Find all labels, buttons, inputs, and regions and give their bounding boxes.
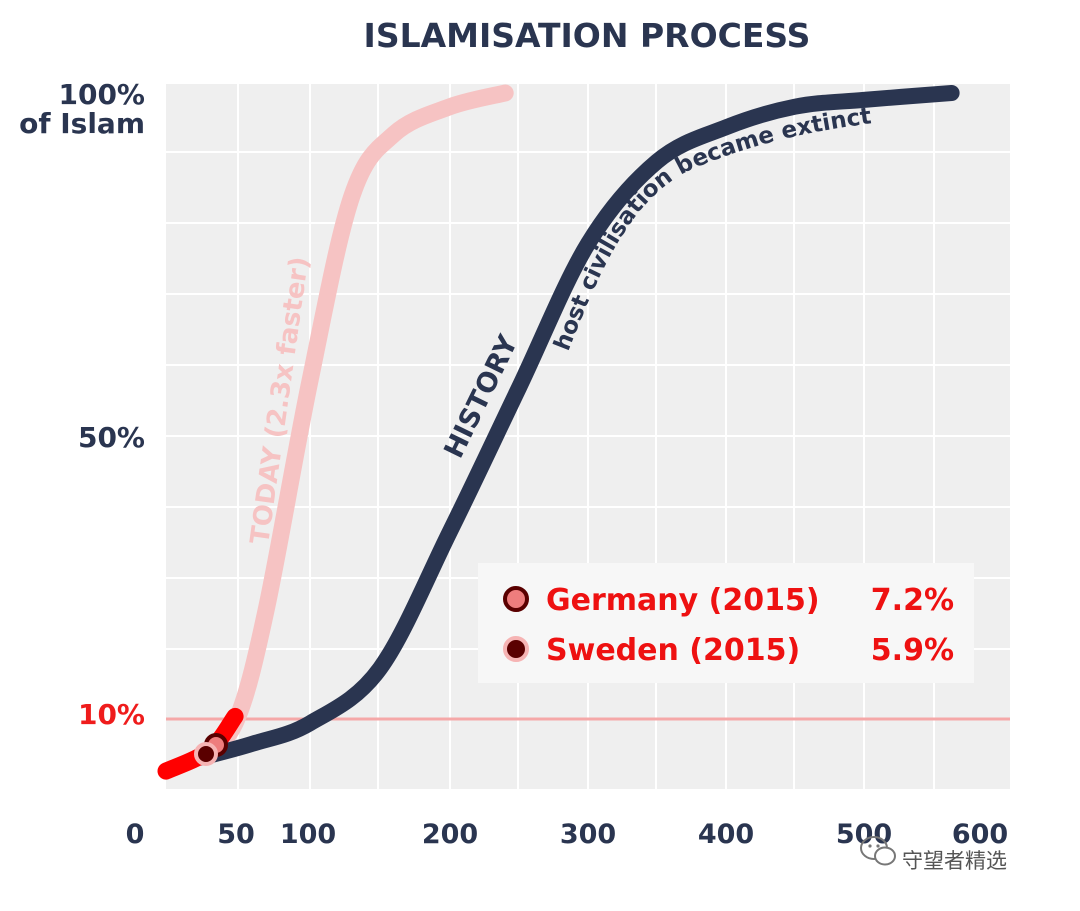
x-axis-ticks: 0 50 100 200 300 400 500 600 xyxy=(126,819,1009,850)
legend-label-sweden: Sweden (2015) xyxy=(546,633,800,668)
wechat-icon xyxy=(860,836,896,866)
x-tick-label-300: 300 xyxy=(560,819,616,850)
y-axis-ticks: 100%of Islam 50% 10% xyxy=(19,78,145,731)
watermark-text: 守望者精选 xyxy=(902,849,1007,873)
legend-box xyxy=(478,563,974,683)
legend-value-sweden: 5.9% xyxy=(871,633,954,668)
legend: Germany (2015) 7.2% Sweden (2015) 5.9% xyxy=(478,563,974,683)
x-tick-label-600: 600 xyxy=(952,819,1008,850)
y-tick-label-100-sub: of Islam xyxy=(19,107,145,140)
y-tick-label-10: 10% xyxy=(78,698,145,731)
x-tick-label-0: 0 xyxy=(126,819,145,850)
marker-group xyxy=(194,733,228,766)
marker-sweden xyxy=(194,742,218,766)
legend-swatch-germany xyxy=(503,586,529,612)
legend-value-germany: 7.2% xyxy=(871,583,954,618)
history-curve xyxy=(194,85,960,766)
y-tick-label-50: 50% xyxy=(78,421,145,454)
y-tick-label-100: 100% xyxy=(58,78,145,111)
watermark: 守望者精选 xyxy=(860,836,1007,873)
x-tick-label-50: 50 xyxy=(217,819,255,850)
legend-label-germany: Germany (2015) xyxy=(546,583,820,618)
x-tick-label-100: 100 xyxy=(280,819,336,850)
x-tick-label-400: 400 xyxy=(698,819,754,850)
x-tick-label-500: 500 xyxy=(836,819,892,850)
chart-title: ISLAMISATION PROCESS xyxy=(364,16,811,55)
legend-swatch-sweden xyxy=(503,636,529,662)
x-tick-label-200: 200 xyxy=(422,819,478,850)
